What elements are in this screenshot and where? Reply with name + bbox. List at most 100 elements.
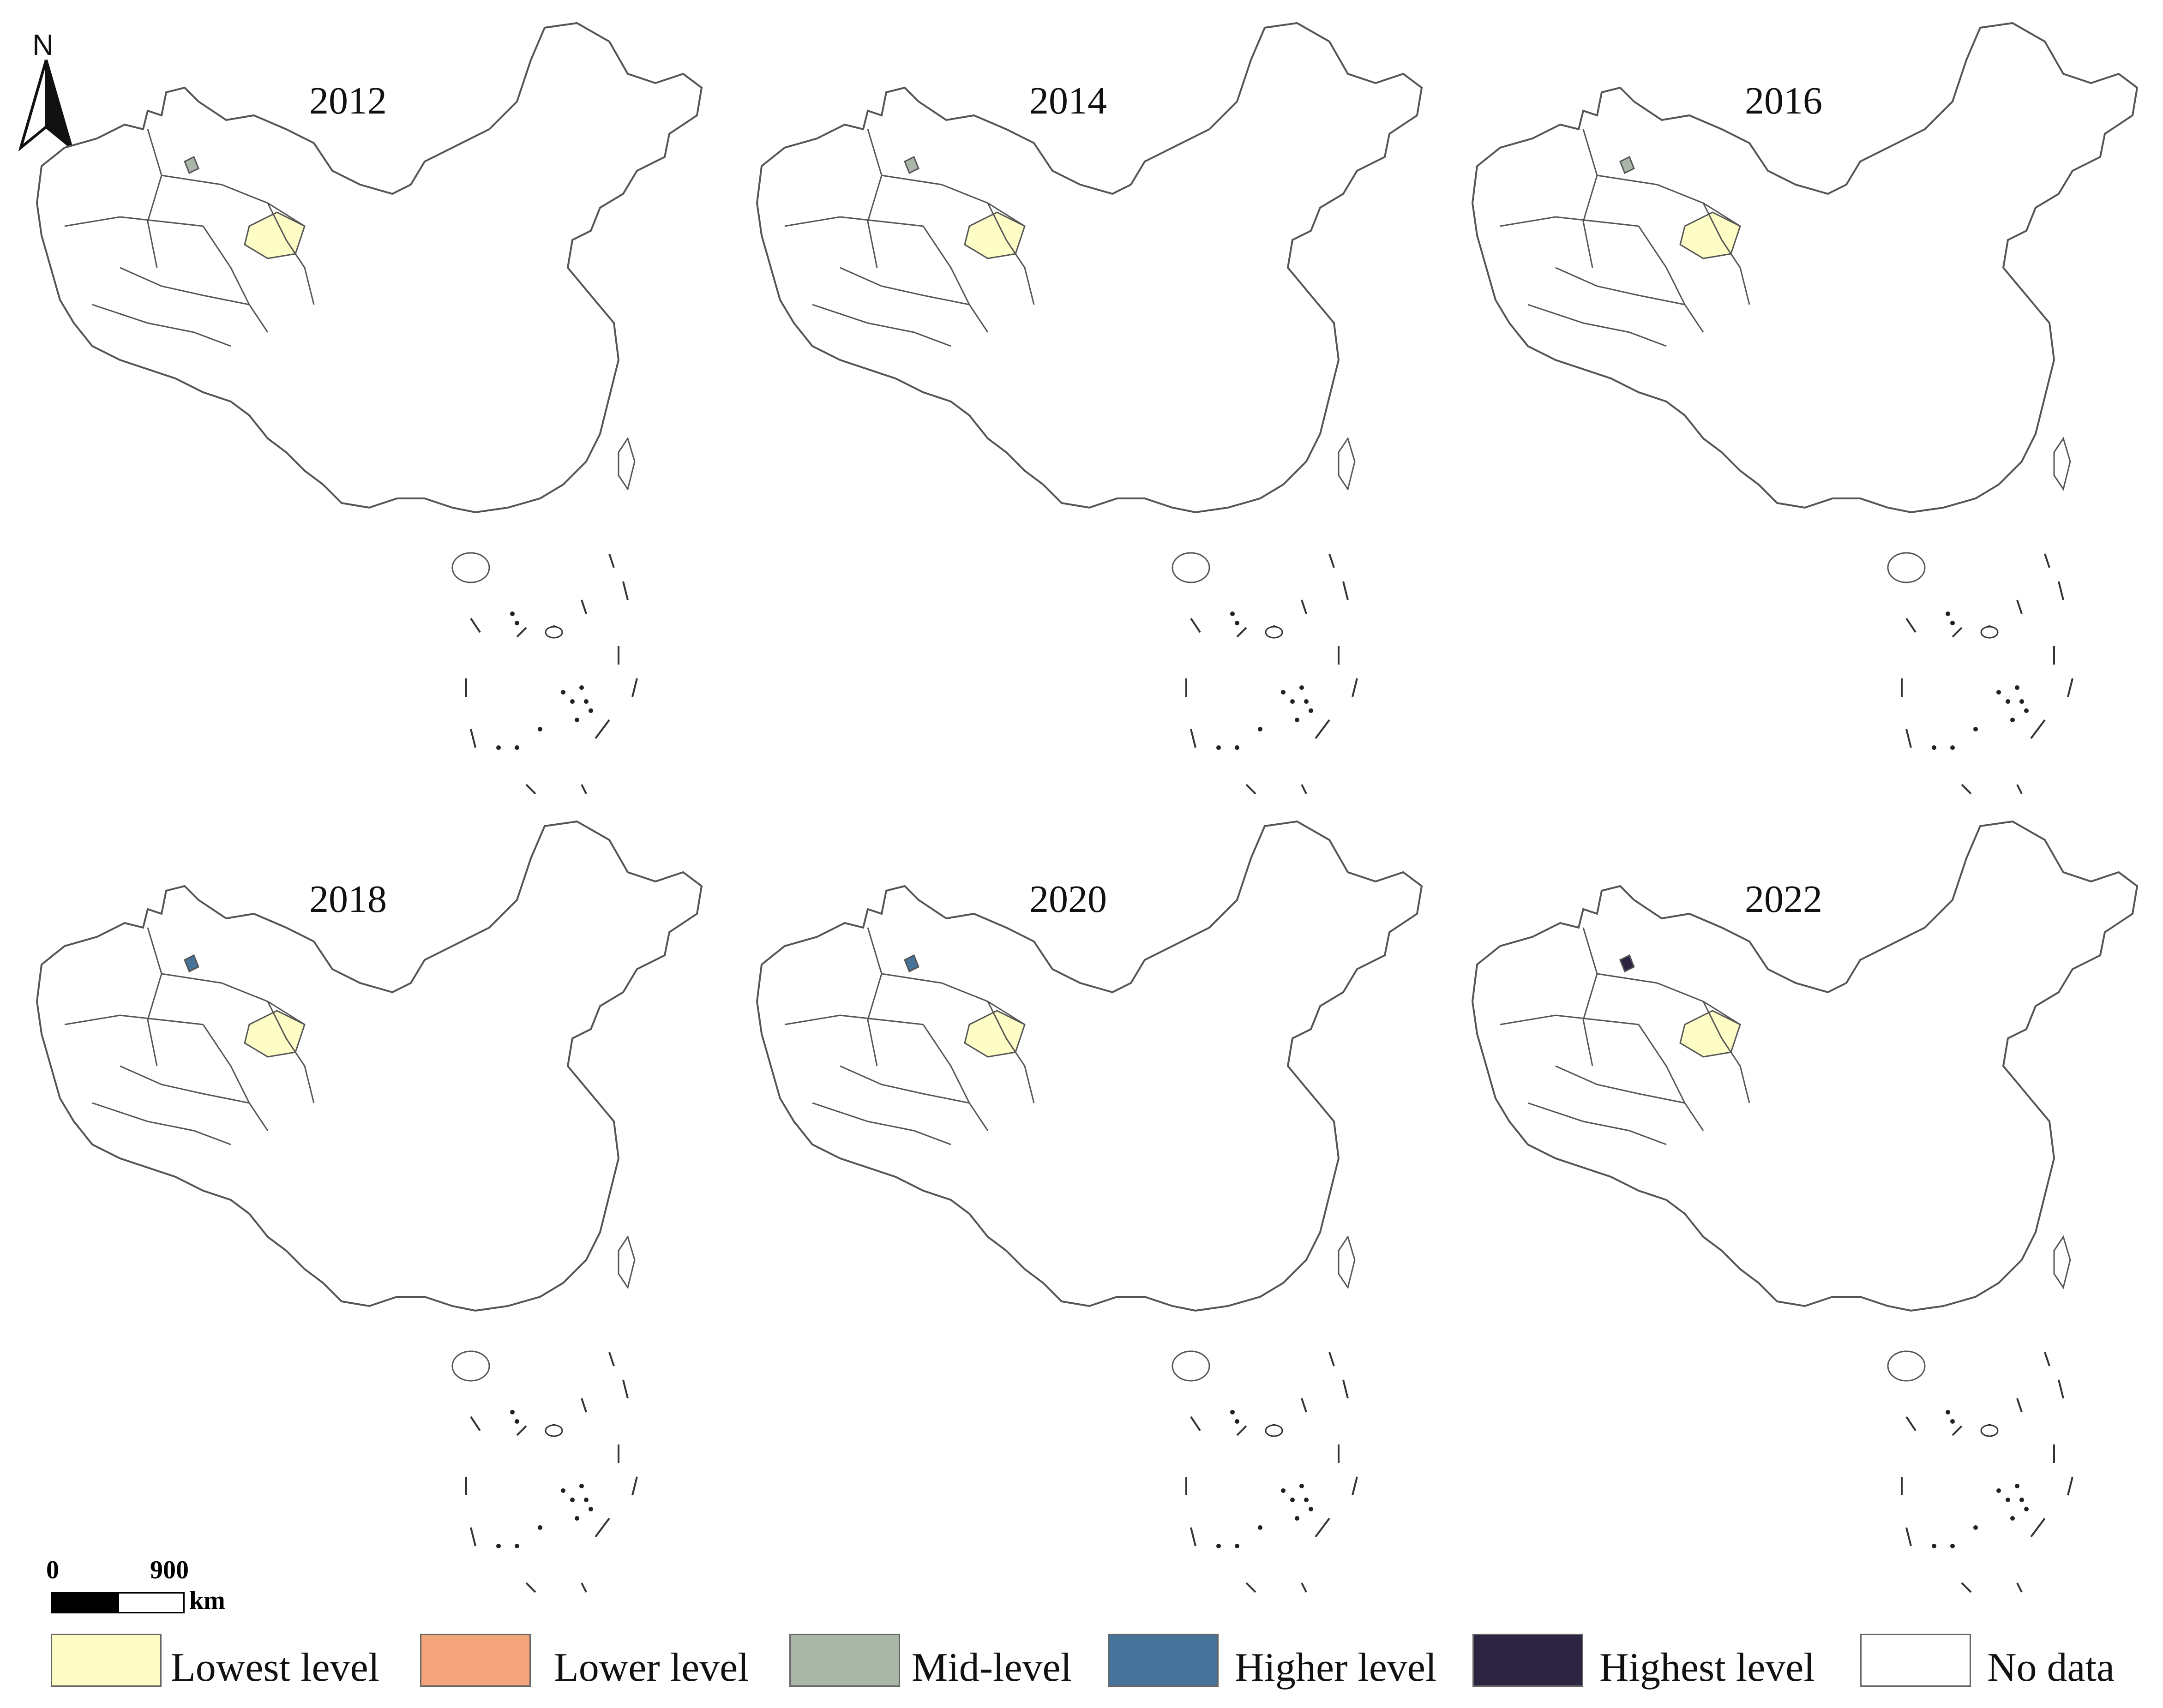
- legend-label-lowest: Lowest level: [171, 1645, 380, 1690]
- province-boundary-5: [987, 203, 1035, 305]
- sea-boundary-mark-9: [470, 1527, 476, 1546]
- sea-boundary-mark-11: [581, 784, 587, 794]
- sea-boundary-mark-3: [608, 553, 615, 568]
- sea-boundary-mark-1: [1236, 627, 1247, 638]
- island-7: [1295, 1516, 1299, 1521]
- sea-boundary-mark-1: [1236, 1425, 1247, 1436]
- sea-boundary-mark-9: [1905, 729, 1912, 748]
- taiwan-outline: [1338, 1235, 1356, 1289]
- island-11: [584, 699, 589, 704]
- province-boundary-3: [202, 226, 269, 333]
- map-svg: [756, 820, 1423, 1593]
- sea-boundary-mark-1: [516, 1425, 527, 1436]
- island-3: [1281, 1488, 1286, 1493]
- map-svg: [36, 820, 703, 1593]
- island-3: [1281, 690, 1286, 695]
- province-boundary-6: [812, 1102, 951, 1145]
- island-10: [496, 1544, 501, 1548]
- island-9: [515, 745, 519, 750]
- panel-title: 2020: [1029, 878, 1107, 921]
- sea-boundary-mark-7: [2030, 1517, 2046, 1538]
- sea-boundary-mark-10: [525, 784, 536, 795]
- island-11: [1304, 699, 1309, 704]
- legend-label-lower: Lower level: [554, 1645, 749, 1690]
- sea-boundary-mark-0: [470, 617, 481, 633]
- province-boundary-6: [92, 304, 231, 347]
- province-boundary-3: [202, 1024, 269, 1131]
- map-panel-2020: 2020: [729, 808, 1440, 1601]
- panel-title: 2012: [309, 79, 387, 122]
- province-boundary-5: [267, 1001, 315, 1103]
- island-1: [1950, 621, 1955, 625]
- island-0: [1230, 1410, 1235, 1414]
- island-6: [589, 1507, 593, 1511]
- province-boundary-4: [1555, 267, 1685, 306]
- sea-boundary-mark-1: [516, 627, 527, 638]
- panel-title: 2018: [309, 878, 387, 921]
- sea-boundary-mark-6: [631, 1476, 638, 1496]
- scale-unit-label: km: [189, 1586, 225, 1615]
- sea-boundary-mark-9: [470, 729, 476, 748]
- province-boundary-5: [1702, 203, 1750, 305]
- sea-boundary-mark-7: [2030, 719, 2046, 739]
- island-outline: [1265, 626, 1283, 639]
- island-1: [515, 1419, 519, 1424]
- panel-title: 2014: [1029, 79, 1107, 122]
- sea-boundary-mark-6: [2067, 1476, 2073, 1496]
- sea-boundary-mark-4: [2058, 1379, 2064, 1399]
- sea-boundary-mark-3: [608, 1352, 615, 1366]
- island-7: [575, 1516, 579, 1521]
- island-10: [1932, 745, 1936, 750]
- island-6: [589, 708, 593, 713]
- island-3: [1996, 690, 2001, 695]
- province-boundary-3: [1638, 226, 1704, 333]
- island-4: [2006, 699, 2010, 704]
- island-11: [584, 1498, 589, 1502]
- hainan-outline: [451, 1350, 490, 1382]
- island-6: [1309, 1507, 1313, 1511]
- sea-boundary-mark-9: [1905, 1527, 1912, 1546]
- island-9: [1235, 745, 1239, 750]
- scale-bar-white-segment: [118, 1592, 185, 1613]
- sea-boundary-mark-11: [1301, 1582, 1307, 1593]
- island-3: [561, 1488, 565, 1493]
- north-arrow: N: [18, 28, 74, 157]
- island-4: [1290, 699, 1295, 704]
- sea-boundary-mark-9: [1190, 729, 1196, 748]
- province-boundary-5: [987, 1001, 1035, 1103]
- province-boundary-1: [1500, 1014, 1639, 1025]
- legend-swatch-lowest: [51, 1634, 162, 1687]
- island-7: [2010, 718, 2015, 722]
- legend-swatch-mid: [789, 1634, 900, 1687]
- sea-boundary-mark-0: [470, 1416, 481, 1432]
- province-boundary-0: [1582, 927, 1598, 1067]
- island-9: [1235, 1544, 1239, 1548]
- hainan-outline: [1887, 552, 1926, 583]
- province-boundary-1: [1500, 216, 1639, 227]
- province-boundary-6: [92, 1102, 231, 1145]
- island-4: [570, 699, 575, 704]
- taiwan-outline: [1338, 437, 1356, 491]
- country-outline: [36, 22, 703, 514]
- island-5: [2015, 1484, 2019, 1488]
- sea-boundary-mark-3: [1328, 553, 1335, 568]
- legend-label-higher: Higher level: [1235, 1645, 1437, 1690]
- map-svg: [756, 22, 1423, 795]
- country-outline: [36, 820, 703, 1312]
- province-boundary-4: [120, 267, 250, 306]
- sea-boundary-mark-4: [1342, 581, 1349, 600]
- island-5: [1299, 685, 1304, 690]
- sea-boundary-mark-10: [1961, 784, 1972, 795]
- sea-boundary-mark-3: [2044, 553, 2050, 568]
- island-8: [1973, 727, 1978, 731]
- sea-boundary-mark-4: [622, 1379, 629, 1399]
- island-0: [510, 611, 515, 616]
- sea-boundary-mark-2: [2016, 599, 2023, 614]
- sea-boundary-mark-10: [525, 1582, 536, 1593]
- sea-boundary-mark-2: [581, 599, 587, 614]
- hainan-outline: [451, 552, 490, 583]
- legend-swatch-highest: [1472, 1634, 1583, 1687]
- island-7: [1295, 718, 1299, 722]
- province-boundary-3: [922, 1024, 989, 1131]
- legend-swatch-higher: [1108, 1634, 1219, 1687]
